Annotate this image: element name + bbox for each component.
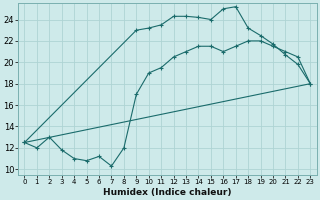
- X-axis label: Humidex (Indice chaleur): Humidex (Indice chaleur): [103, 188, 232, 197]
